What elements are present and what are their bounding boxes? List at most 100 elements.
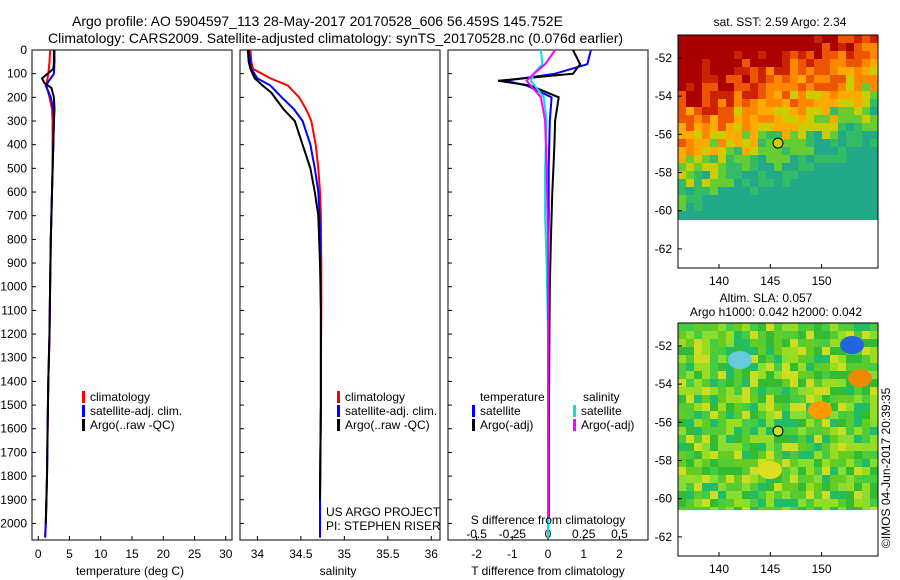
sst-cell xyxy=(718,219,726,220)
sla-cell xyxy=(830,475,838,483)
sst-cell xyxy=(870,91,878,99)
sst-cell xyxy=(742,163,750,171)
sst-cell xyxy=(822,51,830,59)
sst-cell xyxy=(734,67,742,75)
sla-cell xyxy=(734,387,742,395)
sst-cell xyxy=(806,163,814,171)
sst-cell xyxy=(830,203,838,211)
sst-cell xyxy=(734,107,742,115)
sla-cell xyxy=(766,395,774,403)
sla-cell xyxy=(758,483,766,491)
legend-swatch-argo xyxy=(82,419,85,431)
sst-cell xyxy=(702,179,710,187)
sst-cell xyxy=(814,115,822,123)
sst-cell xyxy=(734,195,742,203)
sla-cell xyxy=(782,459,790,467)
lon-tick-label: 140 xyxy=(709,274,729,288)
sst-cell xyxy=(758,115,766,123)
sla-cell xyxy=(838,363,846,371)
sla-cell xyxy=(822,331,830,339)
sla-cell xyxy=(846,403,854,411)
sla-cell xyxy=(814,443,822,451)
sst-cell xyxy=(846,123,854,131)
sst-cell xyxy=(678,107,686,115)
sst-cell xyxy=(790,43,798,51)
sla-cell xyxy=(830,339,838,347)
sst-cell xyxy=(870,139,878,147)
sst-cell xyxy=(774,139,782,147)
sla-cell xyxy=(678,371,686,379)
sst-cell xyxy=(830,123,838,131)
sst-cell xyxy=(742,195,750,203)
lat-tick-label: -60 xyxy=(655,492,673,506)
sst-cell xyxy=(702,35,710,43)
sla-cell xyxy=(806,451,814,459)
sst-cell xyxy=(694,195,702,203)
sst-cell xyxy=(758,83,766,91)
sla-cell xyxy=(766,435,774,443)
sst-cell xyxy=(846,187,854,195)
sst-cell xyxy=(710,99,718,107)
sst-cell xyxy=(838,211,846,219)
sla-cell xyxy=(814,347,822,355)
sla-cell xyxy=(742,443,750,451)
sla-map-title-1: Altim. SLA: 0.057 xyxy=(720,291,813,305)
sla-cell xyxy=(870,395,878,403)
sst-cell xyxy=(806,91,814,99)
sst-cell xyxy=(862,83,870,91)
sst-cell xyxy=(862,51,870,59)
sst-cell xyxy=(766,203,774,211)
sst-cell xyxy=(814,51,822,59)
sst-cell xyxy=(806,203,814,211)
legend-swatch-t-satellite xyxy=(472,405,475,417)
sst-cell xyxy=(750,163,758,171)
sla-cell xyxy=(718,395,726,403)
sst-cell xyxy=(830,187,838,195)
sst-cell xyxy=(838,51,846,59)
sla-cell xyxy=(854,419,862,427)
temperature-panel: 0 5 10 15 20 25 30 xyxy=(35,49,233,561)
sst-cell xyxy=(718,171,726,179)
sst-cell xyxy=(798,155,806,163)
sla-cell xyxy=(742,419,750,427)
sst-cell xyxy=(862,139,870,147)
sst-cell xyxy=(686,155,694,163)
sst-cell xyxy=(734,91,742,99)
sla-cell xyxy=(806,371,814,379)
sla-cell xyxy=(822,371,830,379)
sst-cell xyxy=(726,139,734,147)
sst-cell xyxy=(870,147,878,155)
temperature-xlabel: temperature (deg C) xyxy=(76,564,184,578)
sst-cell xyxy=(870,107,878,115)
sst-cell xyxy=(702,163,710,171)
sst-cell xyxy=(798,187,806,195)
sst-cell xyxy=(678,155,686,163)
sla-cell xyxy=(862,323,870,331)
sla-cell xyxy=(854,507,862,510)
sla-cell xyxy=(806,443,814,451)
sla-cell xyxy=(742,459,750,467)
sst-cell xyxy=(790,35,798,43)
sla-cell xyxy=(822,475,830,483)
sla-cell xyxy=(782,323,790,331)
sst-cell xyxy=(774,115,782,123)
sst-cell xyxy=(790,115,798,123)
sla-cell xyxy=(734,443,742,451)
sla-cell xyxy=(710,379,718,387)
sla-cell xyxy=(862,451,870,459)
sla-cell xyxy=(758,403,766,411)
sla-cell xyxy=(862,483,870,491)
sst-cell xyxy=(774,187,782,195)
sla-cell xyxy=(846,467,854,475)
legend-label-argo: Argo(..raw -QC) xyxy=(90,418,175,432)
sla-cell xyxy=(694,507,702,510)
sla-cell xyxy=(806,387,814,395)
sst-cell xyxy=(830,171,838,179)
sla-cell xyxy=(766,507,774,510)
depth-tick-label: 1500 xyxy=(0,398,27,412)
sst-cell xyxy=(758,67,766,75)
sst-cell xyxy=(782,139,790,147)
sla-cell xyxy=(782,491,790,499)
sst-cell xyxy=(782,155,790,163)
sla-cell xyxy=(726,371,734,379)
